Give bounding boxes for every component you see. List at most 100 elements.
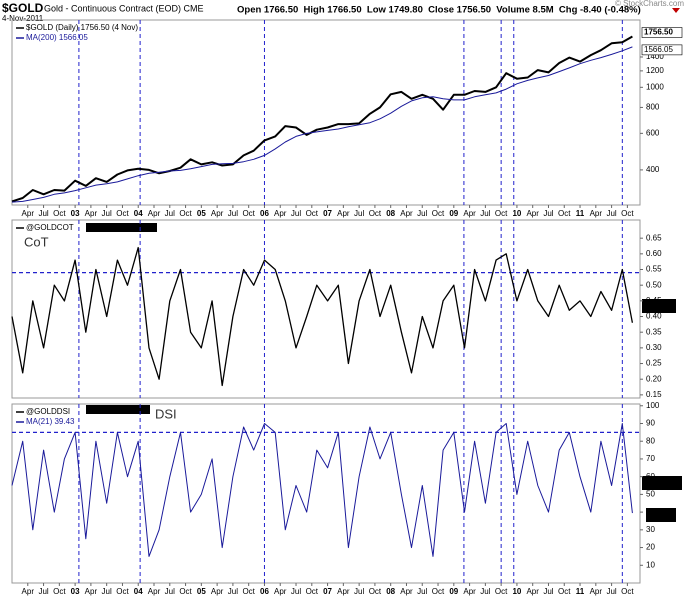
series-line: [11, 423, 633, 557]
x-tick-label: Jul: [543, 209, 553, 218]
x-tick-label: Jul: [480, 587, 490, 596]
x-tick-label: Oct: [53, 209, 66, 218]
y-tick-label: 0.20: [646, 374, 662, 383]
annotation: DSI: [155, 406, 177, 421]
x-tick-label: 07: [323, 209, 332, 218]
legend-label: @GOLDDSI: [26, 407, 70, 416]
y-tick-label: 1400: [646, 52, 664, 61]
y-tick-label: 10: [646, 560, 655, 569]
x-tick-label: Oct: [116, 209, 129, 218]
y-tick-label: 0.60: [646, 249, 662, 258]
redaction: [642, 476, 682, 490]
y-tick-label: 600: [646, 128, 660, 137]
x-tick-label: Jul: [102, 587, 112, 596]
panel-frame: [11, 219, 641, 399]
x-tick-label: Apr: [211, 209, 224, 218]
x-tick-label: Oct: [179, 209, 192, 218]
y-tick-label: 1200: [646, 66, 664, 75]
y-tick-label: 0.55: [646, 265, 662, 274]
x-tick-label: Oct: [369, 209, 382, 218]
series-line: [11, 246, 634, 387]
legend-label: $GOLD (Daily) 1756.50 (4 Nov): [26, 23, 138, 32]
x-tick-label: Oct: [432, 587, 445, 596]
x-tick-label: Apr: [400, 587, 413, 596]
x-tick-label: Jul: [165, 209, 175, 218]
x-tick-label: Oct: [621, 209, 634, 218]
legend-label: MA(200) 1566.05: [26, 33, 88, 42]
x-tick-label: 11: [576, 209, 585, 218]
redaction: [642, 299, 676, 313]
x-tick-label: Apr: [148, 209, 161, 218]
x-tick-label: 05: [197, 587, 206, 596]
x-tick-label: Jul: [291, 587, 301, 596]
last-value-label: 1756.50: [644, 28, 673, 37]
x-tick-label: 11: [576, 587, 585, 596]
y-tick-label: 0.30: [646, 343, 662, 352]
x-tick-label: Jul: [354, 587, 364, 596]
x-tick-label: Oct: [242, 209, 255, 218]
legend-label: MA(21) 39.43: [26, 417, 75, 426]
quote: Open 1766.50 High 1766.50 Low 1749.80 Cl…: [237, 5, 641, 16]
y-tick-label: 0.65: [646, 233, 662, 242]
legend-label: @GOLDCOT: [26, 223, 74, 232]
y-tick-label: 0.40: [646, 312, 662, 321]
x-tick-label: Apr: [590, 209, 603, 218]
x-tick-label: Oct: [306, 587, 319, 596]
y-tick-label: 0.50: [646, 280, 662, 289]
y-tick-label: 800: [646, 103, 660, 112]
x-tick-label: Jul: [291, 209, 301, 218]
x-tick-label: 06: [260, 587, 269, 596]
x-tick-label: Jul: [417, 209, 427, 218]
x-tick-label: Jul: [228, 209, 238, 218]
x-tick-label: 08: [386, 209, 395, 218]
y-tick-label: 0.35: [646, 327, 662, 336]
y-tick-label: 400: [646, 165, 660, 174]
series-line: [11, 46, 633, 203]
series-line: [11, 35, 633, 203]
x-tick-label: 07: [323, 587, 332, 596]
redaction: [646, 508, 676, 522]
x-tick-label: Oct: [432, 209, 445, 218]
y-tick-label: 1000: [646, 82, 664, 91]
y-tick-label: 100: [646, 401, 660, 410]
y-tick-label: 30: [646, 525, 655, 534]
y-tick-label: 0.25: [646, 359, 662, 368]
x-tick-label: Apr: [400, 209, 413, 218]
y-tick-label: 80: [646, 436, 655, 445]
x-tick-label: Oct: [179, 587, 192, 596]
x-tick-label: Apr: [337, 587, 350, 596]
x-tick-label: 05: [197, 209, 206, 218]
redaction: [86, 223, 157, 232]
x-tick-label: Apr: [590, 587, 603, 596]
x-tick-label: 03: [71, 587, 80, 596]
x-tick-label: Jul: [480, 209, 490, 218]
x-tick-label: Jul: [38, 587, 48, 596]
credit: © StockCharts.com: [615, 0, 684, 8]
x-tick-label: Jul: [543, 587, 553, 596]
chart-title: Gold - Continuous Contract (EOD) CME: [44, 3, 204, 13]
x-tick-label: Apr: [337, 209, 350, 218]
x-tick-label: Apr: [22, 209, 35, 218]
x-tick-label: Jul: [606, 209, 616, 218]
y-tick-label: 70: [646, 454, 655, 463]
x-tick-label: Apr: [211, 587, 224, 596]
x-tick-label: Jul: [38, 209, 48, 218]
y-tick-label: 90: [646, 419, 655, 428]
x-tick-label: Jul: [228, 587, 238, 596]
x-tick-label: 04: [134, 209, 143, 218]
x-tick-label: Jul: [606, 587, 616, 596]
last-value-box: [641, 27, 683, 38]
x-tick-label: 04: [134, 587, 143, 596]
x-tick-label: Oct: [558, 209, 571, 218]
x-tick-label: Jul: [165, 587, 175, 596]
x-tick-label: Oct: [306, 209, 319, 218]
y-tick-label: 60: [646, 472, 655, 481]
x-tick-label: Oct: [242, 587, 255, 596]
x-tick-label: Oct: [558, 587, 571, 596]
y-tick-label: 0.15: [646, 390, 662, 399]
x-tick-label: Oct: [369, 587, 382, 596]
last-value-label: 1566.05: [644, 45, 673, 54]
change-arrow: [672, 8, 680, 13]
x-tick-label: Apr: [85, 587, 98, 596]
